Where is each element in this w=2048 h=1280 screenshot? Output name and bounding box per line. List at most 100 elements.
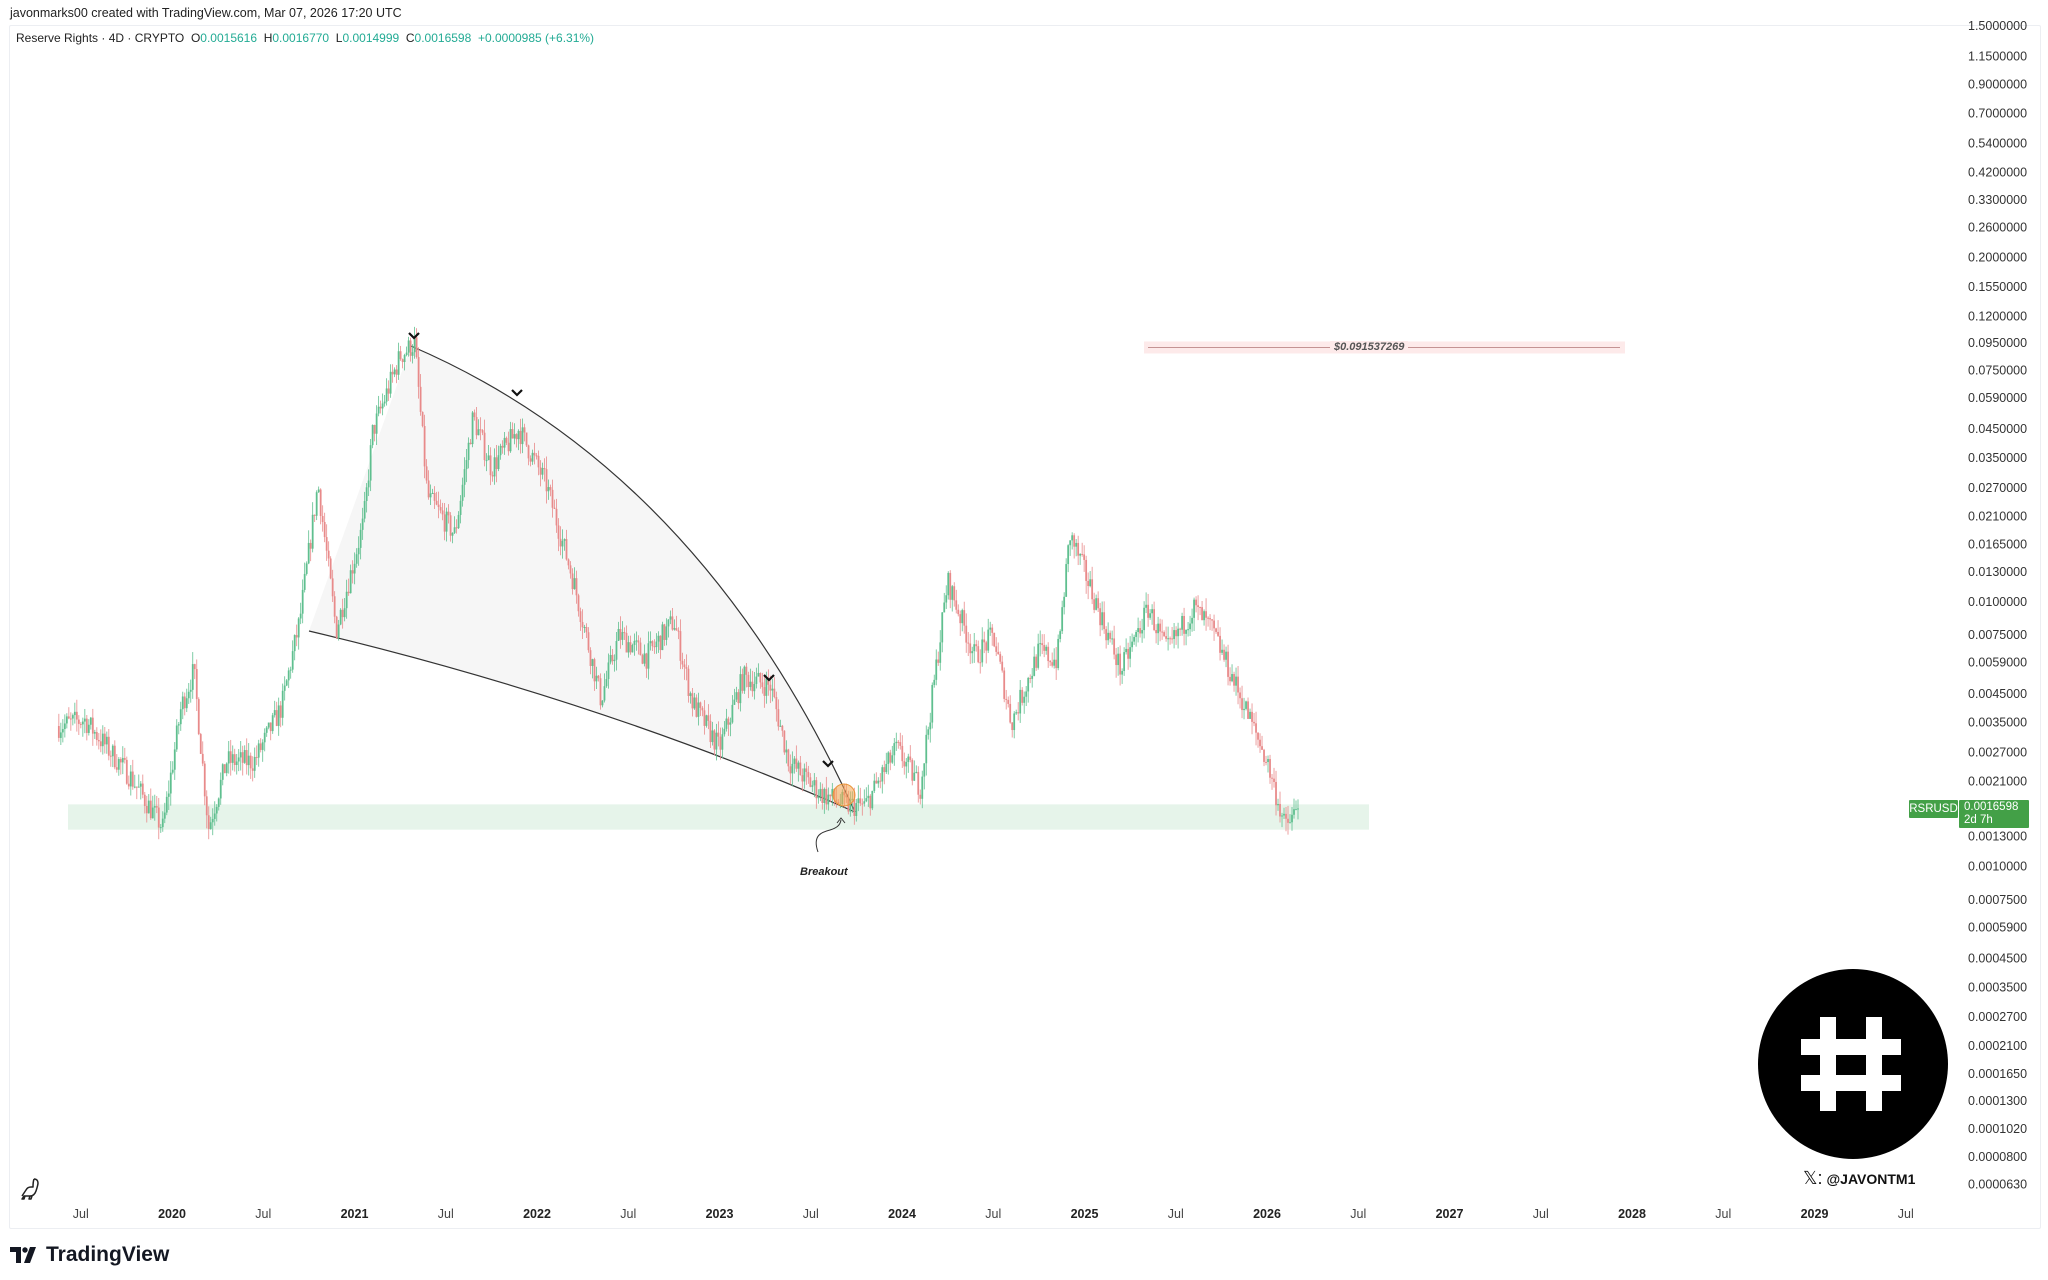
candle-body [989,627,992,630]
x-axis-tick-label: Jul [803,1207,819,1221]
candle-body [97,740,100,742]
candle-body [715,732,718,750]
x-axis-tick-label: Jul [1898,1207,1914,1221]
y-axis-tick-label: 0.0045000 [1968,687,2027,701]
candle-body [951,586,954,600]
chart-credit: javonmarks00 created with TradingView.co… [10,6,402,20]
candle-body [103,733,106,745]
y-axis-tick-label: 0.0007500 [1968,893,2027,907]
y-axis-tick-label: 0.0450000 [1968,422,2027,436]
candle-body [1141,630,1144,634]
candle-body [523,427,526,433]
candle-body [71,715,74,719]
candle-body [575,578,578,596]
candle-body [683,664,686,668]
candle-body [379,406,382,409]
candle-body [189,689,192,692]
candle-body [957,609,960,615]
candle-body [1143,607,1146,631]
candle-body [1237,676,1239,693]
x-axis-tick-label: Jul [1168,1207,1184,1221]
candle-body [607,662,610,680]
candle-body [1151,609,1154,614]
candle-body [1127,648,1130,659]
chart-panel[interactable] [9,25,2041,1229]
candle-body [339,609,342,625]
candle-body [811,785,814,787]
candle-body [893,743,896,756]
candle-body [399,351,402,360]
candle-body [245,750,248,766]
y-axis-tick-label: 0.0035000 [1968,716,2027,730]
candle-body [591,659,594,666]
candle-body [599,678,602,706]
candle-body [723,728,726,735]
candle-body [487,455,490,461]
candle-body [1285,813,1287,819]
candle-body [59,732,62,738]
close-value: 0.0016598 [414,31,472,45]
candle-body [91,717,94,734]
candle-body [755,676,758,684]
candle-body [645,653,648,669]
candle-body [699,702,702,708]
candle-body [217,798,220,807]
candle-body [797,762,800,769]
candle-body [1085,559,1088,581]
candle-body [89,717,92,725]
x-axis-tick-label: Jul [620,1207,636,1221]
candle-body [875,780,878,784]
candle-body [813,780,816,786]
candle-body [125,759,128,784]
y-axis-tick-label: 0.0059000 [1968,656,2027,670]
candle-body [691,693,694,709]
candle-body [745,666,748,675]
candle-body [315,492,318,516]
tradingview-logo[interactable]: TradingView [10,1243,169,1267]
candle-body [621,632,624,640]
candle-body [1251,711,1253,722]
candle-body [1119,653,1122,675]
candle-body [195,669,198,700]
candle-body [515,434,518,440]
candle-body [289,669,292,671]
candle-body [551,489,554,508]
candle-body [419,386,422,412]
candle-body [341,609,344,618]
candle-body [869,795,872,809]
candle-body [1281,815,1283,817]
candle-body [567,559,570,566]
candle-body [953,586,956,601]
candle-body [643,653,646,664]
candle-body [395,369,398,375]
candle-body [153,806,156,808]
candle-body [101,733,104,747]
candle-body [969,643,972,654]
candle-body [1197,605,1199,608]
candle-body [997,651,1000,655]
candle-body [719,736,722,750]
candle-body [791,763,794,774]
tradingview-brand: TradingView [46,1243,170,1266]
dinosaur-icon[interactable] [18,1176,44,1202]
candle-body [1233,674,1235,686]
candle-body [805,768,808,772]
candle-body [243,750,246,763]
candle-body [555,508,558,526]
candle-body [69,718,72,720]
candle-body [1137,628,1140,632]
y-axis-tick-label: 0.1550000 [1968,280,2027,294]
candle-body [669,616,672,620]
candle-body [431,492,434,494]
candle-body [533,452,536,456]
candle-body [493,457,496,477]
candle-body [817,796,820,799]
breakout-arrow-head [836,817,846,824]
candle-body [1079,553,1082,556]
candle-body [1257,732,1259,740]
y-axis-tick-label: 0.2600000 [1968,220,2027,234]
candle-body [1153,609,1155,631]
x-axis-tick-label: Jul [73,1207,89,1221]
candle-body [1131,641,1134,648]
